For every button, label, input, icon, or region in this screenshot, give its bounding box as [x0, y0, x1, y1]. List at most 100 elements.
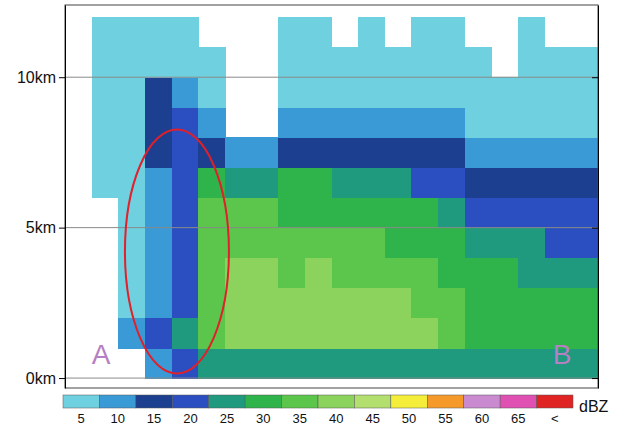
cell — [172, 167, 199, 198]
cell — [411, 348, 438, 379]
cell — [518, 228, 545, 259]
cell — [491, 258, 518, 289]
cell — [172, 77, 199, 108]
cell — [278, 137, 305, 168]
cell — [518, 17, 545, 48]
cell — [411, 167, 438, 198]
cell — [491, 198, 518, 229]
cell — [491, 348, 518, 379]
cell — [198, 258, 225, 289]
cell — [385, 47, 412, 78]
cell — [278, 228, 305, 259]
cell — [332, 77, 359, 108]
tick — [592, 77, 598, 78]
cell — [225, 167, 252, 198]
cell — [518, 258, 545, 289]
tick-label: 5km — [26, 219, 56, 236]
cell — [145, 288, 172, 319]
cell — [385, 318, 412, 349]
cell — [198, 348, 225, 379]
cell — [438, 137, 465, 168]
cell — [465, 107, 492, 138]
tick-mark — [59, 228, 65, 229]
cell — [518, 167, 545, 198]
cell — [332, 137, 359, 168]
cell — [358, 228, 385, 259]
cell — [278, 77, 305, 108]
cell — [332, 198, 359, 229]
colorbar-label: < — [551, 411, 559, 426]
cell — [305, 288, 332, 319]
cell — [491, 137, 518, 168]
cell — [465, 228, 492, 259]
tick-mark — [592, 378, 598, 379]
cell — [465, 137, 492, 168]
cell — [411, 107, 438, 138]
cell — [518, 318, 545, 349]
cell — [118, 318, 145, 349]
cell — [172, 288, 199, 319]
cell — [172, 198, 199, 229]
colorbar-box — [63, 395, 99, 408]
colorbar-box — [136, 395, 172, 408]
cell — [411, 17, 438, 48]
cell — [545, 107, 572, 138]
cell — [465, 288, 492, 319]
cell — [545, 167, 572, 198]
annotation: A — [92, 339, 111, 370]
plot-frame — [65, 5, 598, 388]
colorbar-box — [172, 395, 208, 408]
cell — [491, 288, 518, 319]
colorbar-box — [318, 395, 354, 408]
cell — [305, 167, 332, 198]
colorbar-box — [282, 395, 318, 408]
cell — [358, 107, 385, 138]
cell — [385, 167, 412, 198]
cell — [332, 167, 359, 198]
cell — [358, 288, 385, 319]
cell — [225, 348, 252, 379]
colorbar-label: 15 — [147, 411, 161, 426]
cell — [278, 348, 305, 379]
cell — [92, 107, 119, 138]
cell — [332, 47, 359, 78]
cell — [385, 107, 412, 138]
cell — [465, 348, 492, 379]
cell — [198, 77, 225, 108]
cell — [252, 348, 279, 379]
cell — [332, 318, 359, 349]
cell — [465, 318, 492, 349]
cell — [92, 167, 119, 198]
cell — [172, 228, 199, 259]
tick-mark — [592, 77, 598, 78]
grid-line — [65, 378, 598, 379]
colorbar-label: 55 — [438, 411, 452, 426]
cell — [172, 47, 199, 78]
cell — [332, 258, 359, 289]
cell — [571, 348, 598, 379]
tick: 10km — [17, 69, 65, 86]
cell — [145, 137, 172, 168]
cell — [571, 288, 598, 319]
cell — [92, 137, 119, 168]
cell — [252, 288, 279, 319]
cell — [518, 198, 545, 229]
cell — [172, 17, 199, 48]
cell — [491, 107, 518, 138]
cell — [438, 288, 465, 319]
cell — [358, 198, 385, 229]
cell — [145, 348, 172, 379]
cell — [305, 77, 332, 108]
colorbar-box — [464, 395, 500, 408]
cell — [358, 258, 385, 289]
cell — [145, 107, 172, 138]
colorbar-box — [500, 395, 536, 408]
cell — [358, 167, 385, 198]
cell — [545, 258, 572, 289]
cell — [332, 107, 359, 138]
cell — [278, 288, 305, 319]
cell — [491, 167, 518, 198]
cell — [411, 318, 438, 349]
cell — [545, 77, 572, 108]
cell — [305, 258, 332, 289]
